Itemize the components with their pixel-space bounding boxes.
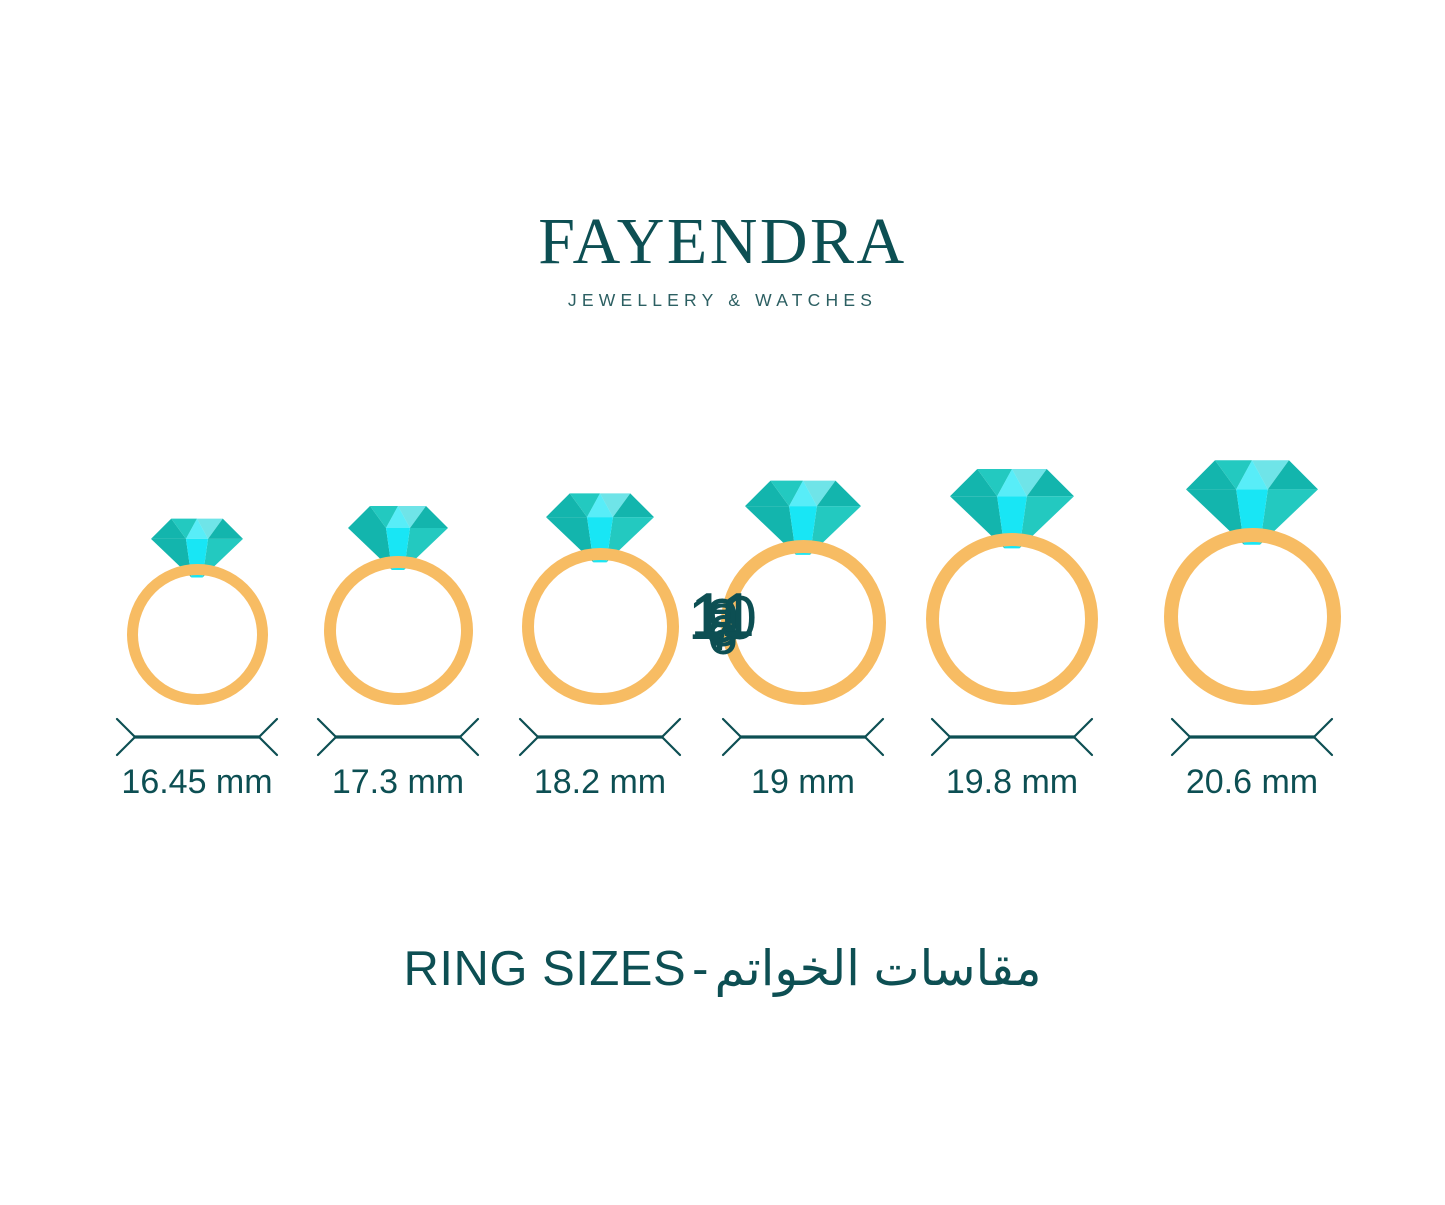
diamond-icon (1186, 459, 1318, 545)
dimension-line-icon (1170, 717, 1334, 757)
ring-diameter-label: 16.45 mm (121, 763, 273, 801)
ring-dimension-line (115, 716, 279, 763)
brand-logo: FAYENDRA JEWELLERY & WATCHES (0, 205, 1445, 311)
dimension-line-icon (930, 717, 1094, 757)
ring-diameter-label: 18.2 mm (533, 763, 667, 801)
ring-diameter-label: 20.6 mm (1185, 763, 1319, 801)
ring-dimension-line (930, 716, 1094, 763)
ring-dimension-line (721, 716, 885, 763)
ring-size-number: 8 (705, 592, 740, 660)
ring-diameter-label: 17.3 mm (331, 763, 465, 801)
dimension-line-icon (115, 717, 279, 757)
ring-dimension-line (316, 716, 480, 763)
ring-diameter-label: 19 mm (751, 763, 855, 801)
ring-size-number: 11 (690, 581, 755, 651)
ring-dimension-line (1170, 716, 1334, 763)
dimension-line-icon (316, 717, 480, 757)
ring-band (126, 564, 268, 705)
brand-name: FAYENDRA (538, 205, 907, 278)
chart-caption: RING SIZES - مقاسات الخواتم (0, 938, 1445, 1000)
ring-diameter-label: 19.8 mm (945, 763, 1079, 801)
ring-size-number: 9 (705, 587, 740, 657)
caption-separator: - (692, 942, 709, 996)
ring-gemstone (1186, 455, 1318, 552)
ring-size-number: 6 (706, 602, 739, 666)
ring-size-number: 7 (706, 597, 739, 663)
dimension-line-icon (721, 717, 885, 757)
dimension-line-icon (518, 717, 682, 757)
caption-arabic: مقاسات الخواتم (714, 942, 1042, 996)
ring-size-number: 10 (688, 583, 757, 653)
brand-tagline: JEWELLERY & WATCHES (567, 290, 878, 310)
caption-english: RING SIZES (403, 942, 687, 996)
ring-dimension-line (518, 716, 682, 763)
